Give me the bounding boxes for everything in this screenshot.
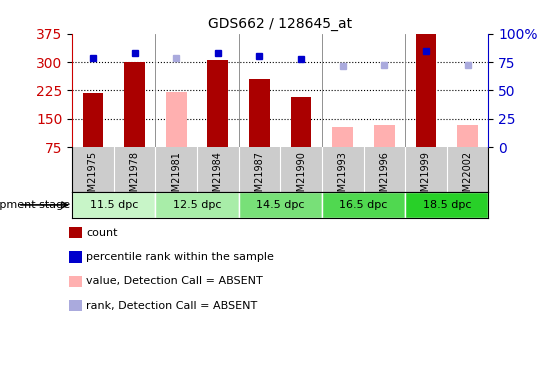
Bar: [374, 125, 395, 147]
Text: rank, Detection Call = ABSENT: rank, Detection Call = ABSENT: [86, 301, 258, 310]
Text: 12.5 dpc: 12.5 dpc: [173, 200, 221, 210]
Bar: [249, 79, 270, 147]
Bar: [416, 34, 436, 147]
Text: GSM21981: GSM21981: [171, 151, 181, 204]
Text: 18.5 dpc: 18.5 dpc: [422, 200, 471, 210]
Bar: [405, 192, 488, 217]
Text: GSM21978: GSM21978: [129, 151, 140, 204]
Bar: [124, 62, 145, 147]
Text: 14.5 dpc: 14.5 dpc: [256, 200, 305, 210]
Bar: [322, 192, 405, 217]
Bar: [166, 92, 186, 147]
Text: count: count: [86, 228, 118, 237]
Text: 16.5 dpc: 16.5 dpc: [339, 200, 388, 210]
Bar: [208, 60, 228, 147]
Text: value, Detection Call = ABSENT: value, Detection Call = ABSENT: [86, 276, 263, 286]
Text: percentile rank within the sample: percentile rank within the sample: [86, 252, 274, 262]
Bar: [155, 192, 239, 217]
Text: 11.5 dpc: 11.5 dpc: [89, 200, 138, 210]
Text: GSM21984: GSM21984: [213, 151, 223, 204]
Bar: [239, 192, 322, 217]
Text: GSM21990: GSM21990: [296, 151, 306, 204]
Text: GSM21999: GSM21999: [421, 151, 431, 204]
Text: GSM21993: GSM21993: [337, 151, 348, 204]
Text: GSM21996: GSM21996: [379, 151, 390, 204]
Title: GDS662 / 128645_at: GDS662 / 128645_at: [208, 17, 352, 32]
Text: GSM21987: GSM21987: [254, 151, 265, 204]
Bar: [72, 192, 155, 217]
Text: GSM21975: GSM21975: [88, 151, 98, 204]
Bar: [332, 127, 353, 147]
Bar: [83, 93, 103, 147]
Bar: [291, 97, 311, 147]
Text: GSM22002: GSM22002: [462, 151, 473, 204]
Bar: [457, 125, 478, 147]
Text: development stage: development stage: [0, 200, 70, 210]
